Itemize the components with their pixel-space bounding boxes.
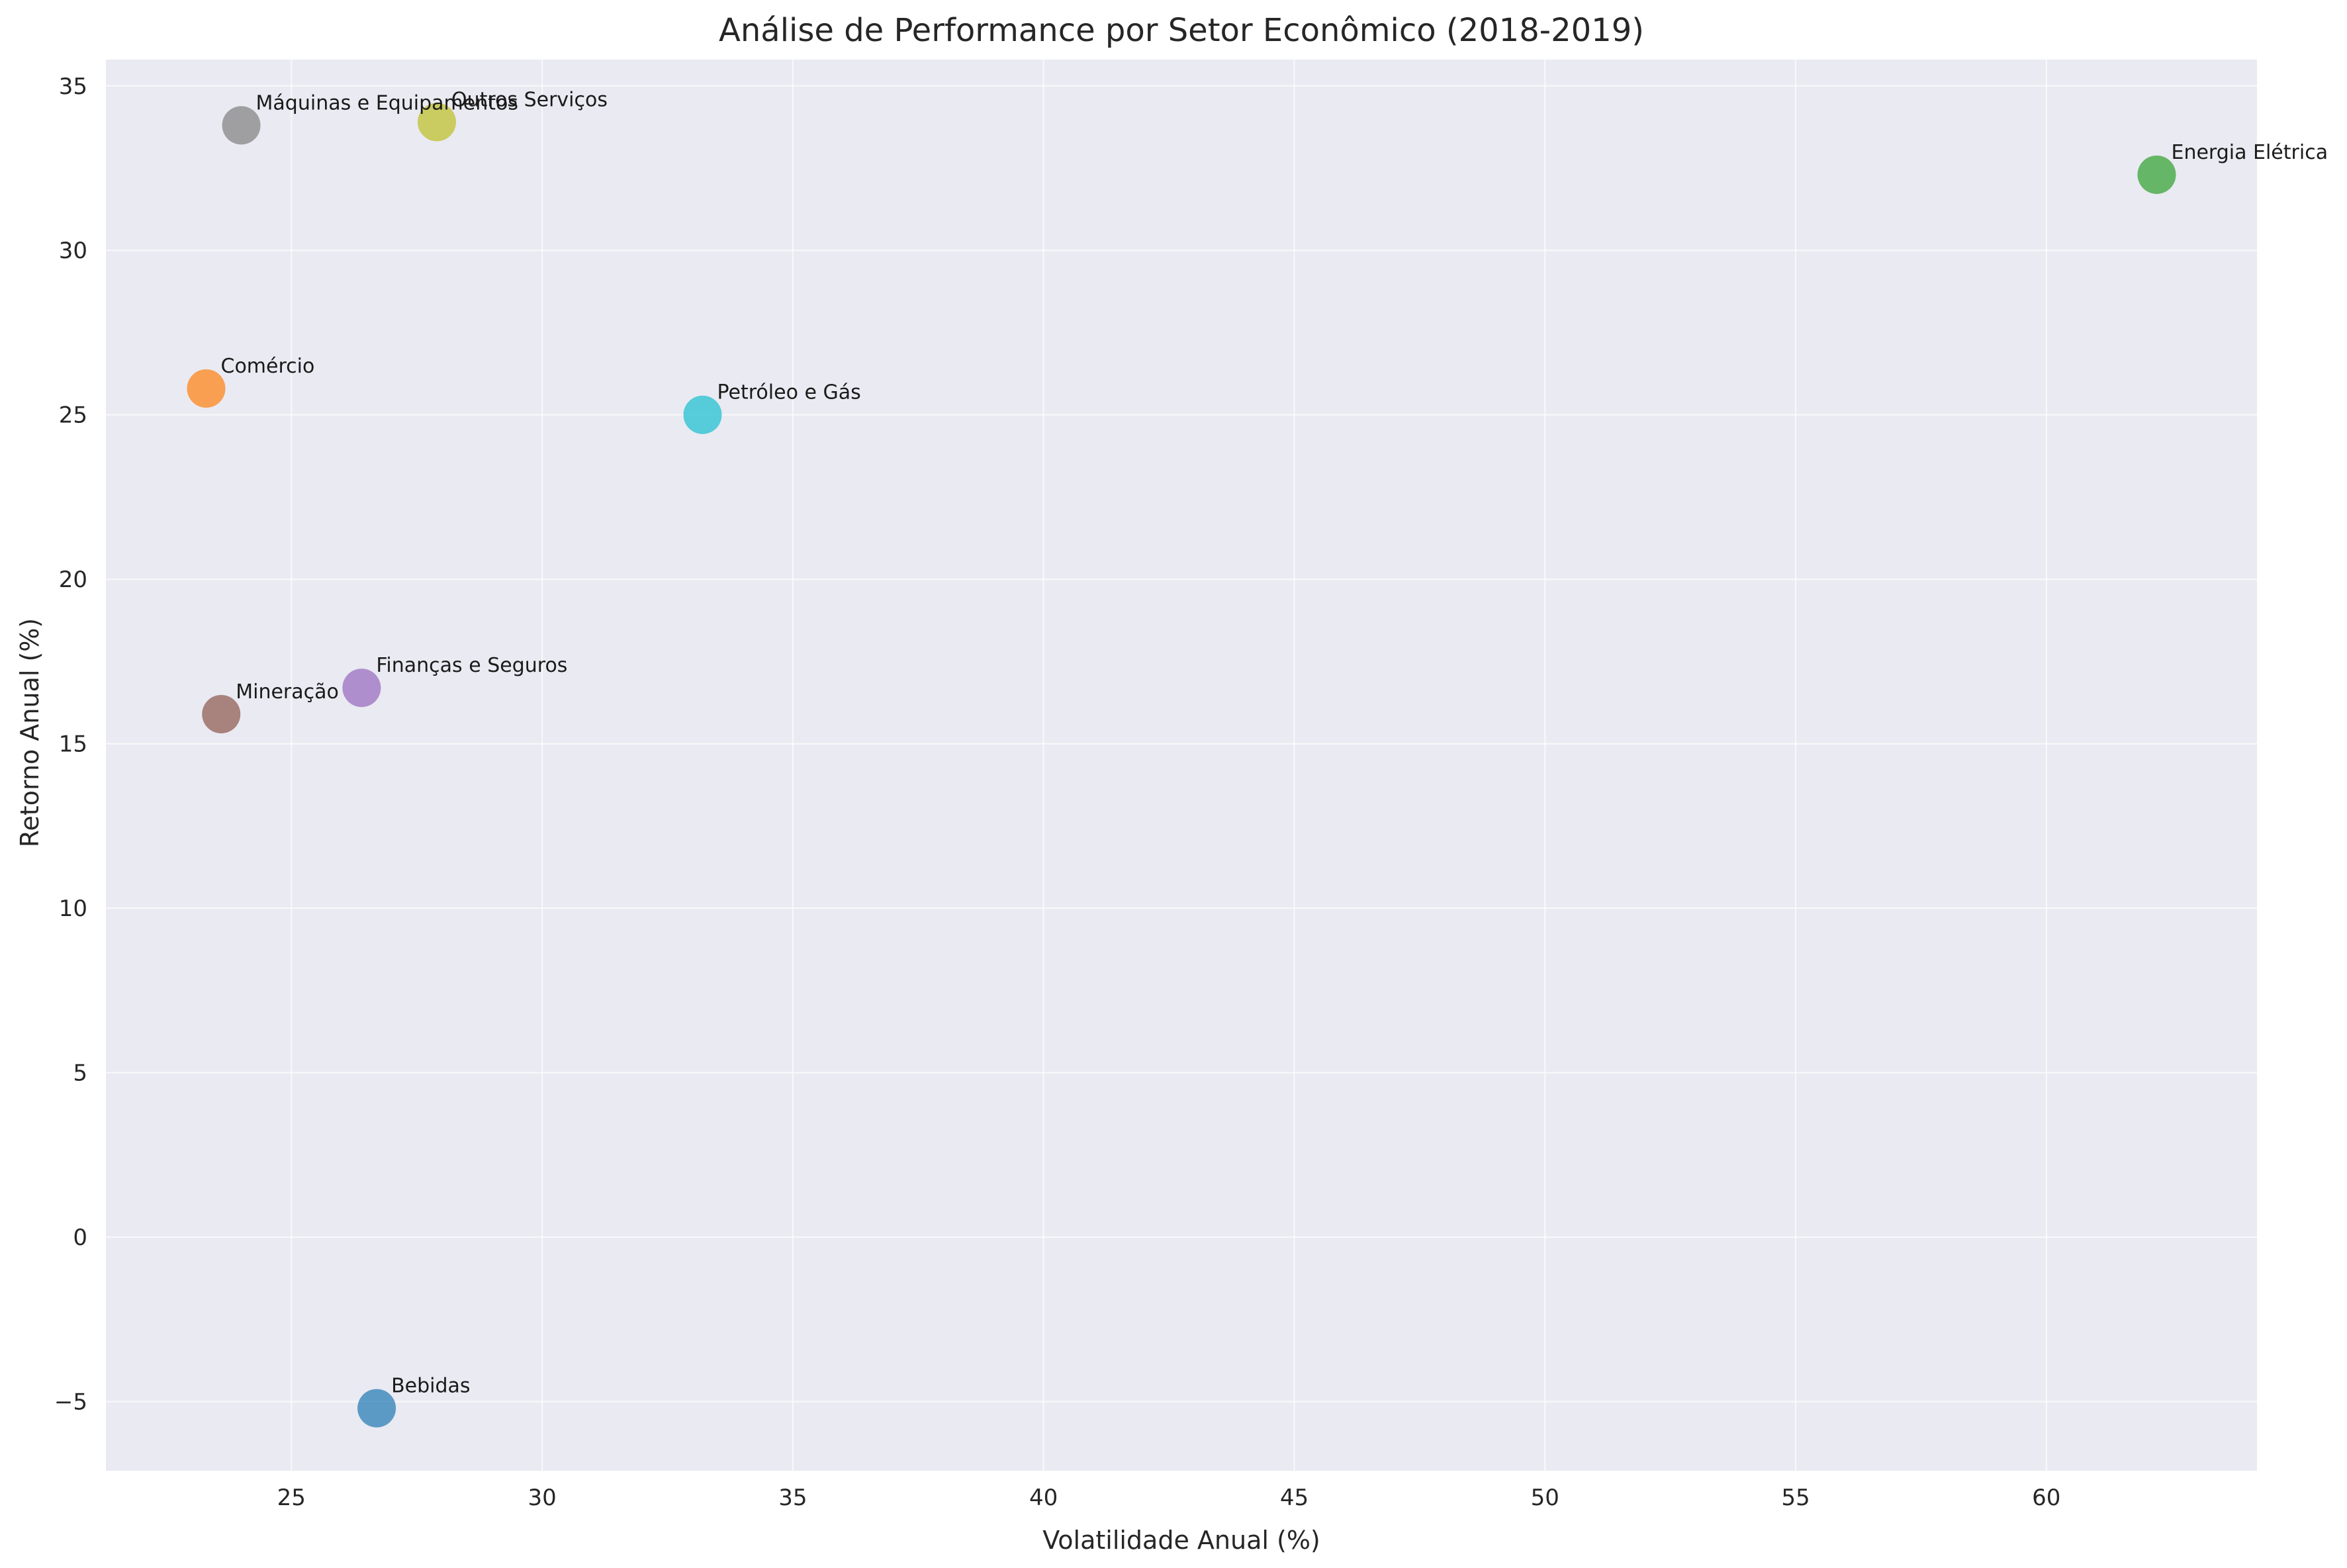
- point-label: Comércio: [221, 355, 315, 378]
- x-tick-label: 60: [2032, 1485, 2060, 1511]
- chart-title: Análise de Performance por Setor Econômi…: [719, 12, 1644, 49]
- data-point: [418, 103, 456, 142]
- plot-background: [106, 60, 2257, 1471]
- point-label: Mineração: [236, 680, 339, 704]
- point-labels: Bebidas Comércio Energia Elétrica Finanças …: [221, 88, 2328, 1397]
- x-tick-label: 45: [1280, 1485, 1309, 1511]
- data-point: [342, 669, 381, 708]
- point-label: Outros Serviços: [451, 88, 608, 111]
- x-tick-label: 55: [1781, 1485, 1810, 1511]
- data-point: [222, 106, 261, 145]
- point-label: Petróleo e Gás: [717, 381, 861, 404]
- plot-area: [106, 60, 2257, 1471]
- grid-lines: [106, 60, 2257, 1471]
- point-label: Máquinas e Equipamentos: [256, 91, 518, 115]
- data-point: [683, 395, 722, 434]
- y-tick-label: −5: [54, 1389, 87, 1416]
- y-tick-label: 25: [59, 402, 87, 429]
- y-tick-label: 0: [73, 1224, 87, 1251]
- x-tick-label: 50: [1531, 1485, 1559, 1511]
- data-point: [357, 1389, 396, 1428]
- x-tick-label: 35: [778, 1485, 807, 1511]
- y-tick-label: 15: [59, 731, 87, 758]
- y-tick-label: 30: [59, 238, 87, 264]
- data-point: [187, 369, 226, 408]
- x-tick-label: 40: [1029, 1485, 1058, 1511]
- point-label: Energia Elétrica: [2171, 141, 2328, 164]
- y-tick-label: 20: [59, 567, 87, 593]
- y-tick-label: 35: [59, 73, 87, 100]
- y-axis-label: Retorno Anual (%): [15, 618, 44, 847]
- x-axis-label: Volatilidade Anual (%): [1042, 1526, 1320, 1555]
- data-points: [187, 103, 2176, 1428]
- point-label: Bebidas: [391, 1375, 470, 1398]
- data-point: [2137, 155, 2176, 194]
- x-tick-label: 25: [277, 1485, 306, 1511]
- x-tick-label: 30: [528, 1485, 556, 1511]
- data-point: [202, 694, 241, 733]
- y-tick-label: 10: [59, 896, 87, 922]
- y-tick-label: 5: [73, 1060, 87, 1087]
- axis-ticks: 25 30 35 40 45 50 55 60 −5 0 5 10 15 20 25 30 35: [54, 73, 2061, 1511]
- point-label: Finanças e Seguros: [376, 654, 567, 677]
